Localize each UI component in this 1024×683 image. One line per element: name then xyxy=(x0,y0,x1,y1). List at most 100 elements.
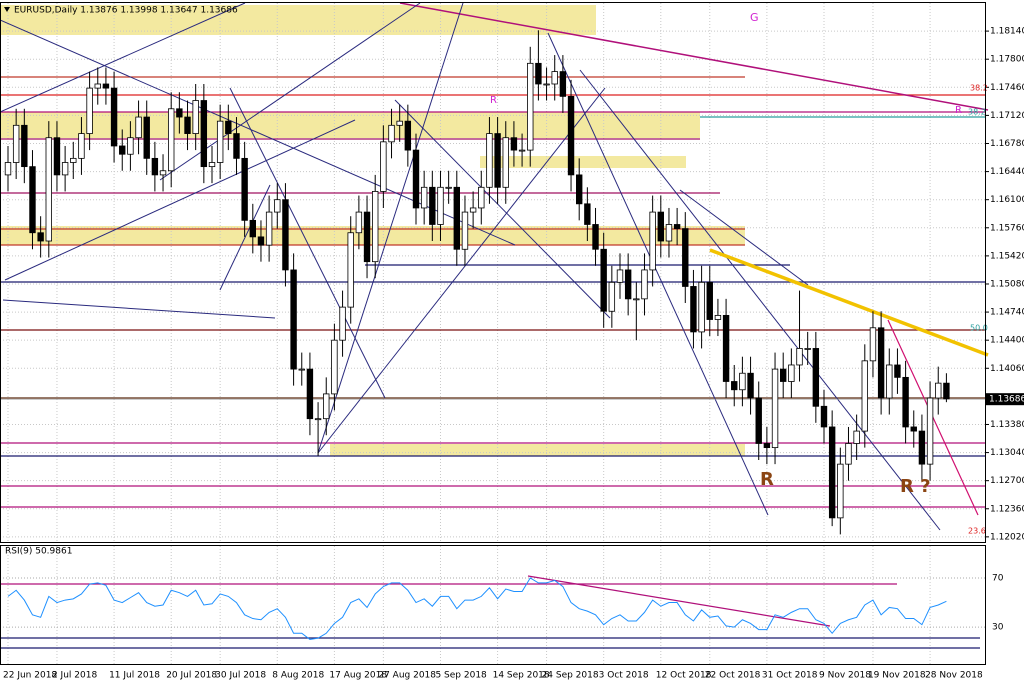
candle-body xyxy=(282,199,289,271)
x-tick-label: 2 Jul 2018 xyxy=(52,671,97,681)
trend-line xyxy=(2,299,276,319)
annotation: 38.2 xyxy=(970,84,988,93)
y-tick-label: 1.12360 xyxy=(990,504,1024,514)
candle-body xyxy=(453,186,460,250)
y-tick-label: 1.16780 xyxy=(990,139,1024,149)
current-price-box xyxy=(985,393,1024,406)
candle-body xyxy=(339,306,346,341)
annotation: 50.0 xyxy=(970,324,988,333)
trend-line xyxy=(709,248,989,357)
candle-body xyxy=(404,120,412,151)
candle-body xyxy=(151,157,159,176)
candle-body xyxy=(61,162,69,176)
y-tick-label: 1.14060 xyxy=(990,364,1024,374)
candle-body xyxy=(192,100,199,134)
candle-body xyxy=(388,124,395,143)
candle-body xyxy=(355,211,363,234)
candle-body xyxy=(70,157,77,163)
candle-body xyxy=(412,149,420,209)
candle-body xyxy=(420,186,428,209)
candle-body xyxy=(86,87,93,134)
rsi-trend xyxy=(527,575,831,627)
candle-body xyxy=(820,405,828,428)
trend-line xyxy=(547,32,769,516)
candle-body xyxy=(616,269,624,283)
candle-body xyxy=(127,137,134,155)
candle-body xyxy=(861,360,868,432)
candle-body xyxy=(371,191,379,263)
rsi-title: RSI(9) 50.9861 xyxy=(5,547,72,557)
candle-body xyxy=(739,372,746,391)
candle-body xyxy=(788,364,795,382)
x-tick-label: 9 Nov 2018 xyxy=(819,671,871,681)
trend-line xyxy=(219,184,271,291)
marks xyxy=(0,30,1024,640)
x-tick-label: 12 Oct 2018 xyxy=(656,671,712,681)
candle-body xyxy=(429,186,436,225)
drawings xyxy=(0,2,989,649)
candle-body xyxy=(249,219,256,238)
candle-body xyxy=(363,211,371,263)
candle-body xyxy=(780,368,787,382)
candle-body xyxy=(682,228,689,287)
candle-body xyxy=(935,382,942,399)
candle-body xyxy=(771,368,779,449)
candle-body xyxy=(894,364,901,378)
candle-body xyxy=(812,348,820,407)
y-tick-label: 1.15420 xyxy=(990,251,1024,261)
candle-body xyxy=(698,281,705,333)
candle-body xyxy=(78,133,85,159)
candle-body xyxy=(763,443,771,449)
x-tick-label: 14 Sep 2018 xyxy=(493,671,550,681)
candle-body xyxy=(877,327,885,399)
candle-body xyxy=(551,71,558,85)
candle-body xyxy=(641,269,648,300)
labels: 1.18140 1.17800 1.17460 1.17120 1.16780 1.164… xyxy=(3,11,1024,681)
grid xyxy=(0,3,989,664)
candle-body xyxy=(494,133,501,188)
candle-body xyxy=(486,133,493,188)
candle-body xyxy=(869,327,877,362)
candle-body xyxy=(45,137,52,242)
candle-body xyxy=(910,426,917,432)
trend-line xyxy=(317,2,464,454)
candle-body xyxy=(461,211,469,250)
annotation: R xyxy=(490,95,497,106)
x-tick-label: 22 Oct 2018 xyxy=(705,671,761,681)
candle-body xyxy=(208,162,216,168)
y-tick-label: 1.16100 xyxy=(990,195,1024,205)
trend-line xyxy=(399,2,989,111)
candle-body xyxy=(673,224,681,230)
candle-body xyxy=(731,381,738,391)
candle-body xyxy=(143,116,150,159)
candle-body xyxy=(624,269,632,300)
candle-body xyxy=(265,211,273,246)
candle-body xyxy=(804,348,811,350)
candle-body xyxy=(94,83,101,89)
chart-title: EURUSD,Daily 1.13876 1.13998 1.13647 1.1… xyxy=(14,6,238,16)
x-tick-label: 20 Jul 2018 xyxy=(166,671,217,681)
x-tick-label: 3 Oct 2018 xyxy=(599,671,649,681)
annotation: R ? xyxy=(900,476,931,497)
candle-body xyxy=(119,145,126,155)
y-tick-label: 1.17460 xyxy=(990,83,1024,93)
y-tick-label: 1.17120 xyxy=(990,111,1024,121)
candle-body xyxy=(437,186,444,225)
candle-body xyxy=(902,376,909,428)
x-tick-label: 19 Nov 2018 xyxy=(868,671,926,681)
candle-body xyxy=(257,236,265,246)
x-tick-label: 11 Jul 2018 xyxy=(109,671,160,681)
candle-body xyxy=(21,124,28,168)
candle-body xyxy=(518,149,526,152)
candle-body xyxy=(690,286,697,333)
candle-body xyxy=(380,141,387,192)
candle-body xyxy=(323,393,330,420)
candle-body xyxy=(543,83,550,86)
candle-body xyxy=(29,166,36,234)
candle-body xyxy=(584,203,591,225)
candle-body xyxy=(592,224,599,250)
candle-body xyxy=(200,100,208,168)
trend-line xyxy=(0,2,246,113)
candle-body xyxy=(241,157,248,221)
